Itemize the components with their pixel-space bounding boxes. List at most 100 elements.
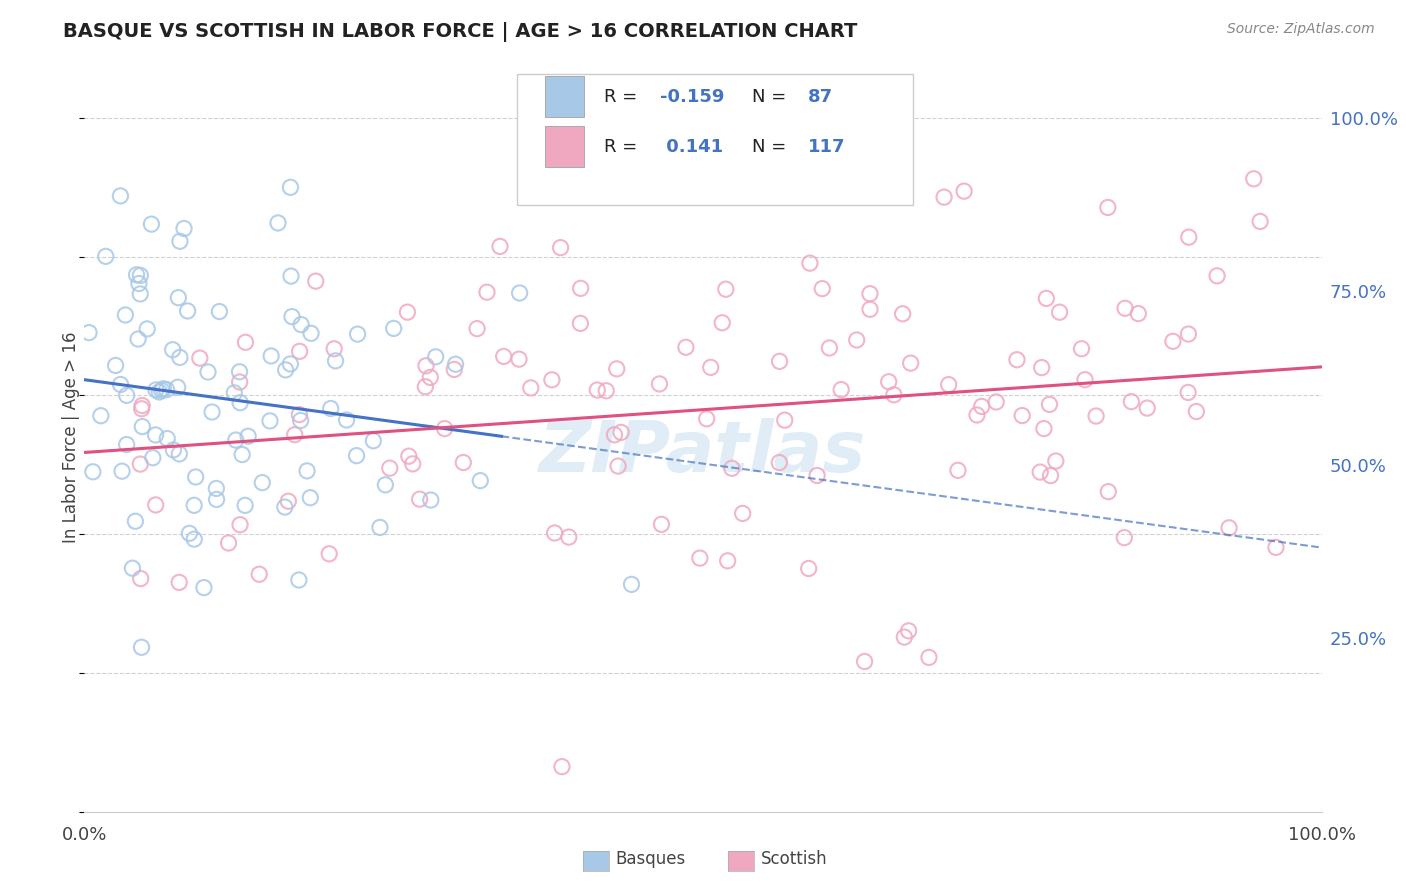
- Point: [115, 437, 138, 451]
- Point: [1249, 214, 1271, 228]
- Point: [104, 359, 127, 373]
- Point: [290, 413, 312, 427]
- Point: [1114, 531, 1136, 545]
- Point: [167, 575, 190, 590]
- Point: [224, 385, 246, 400]
- Point: [650, 517, 672, 532]
- Point: [1029, 465, 1052, 479]
- Text: R =: R =: [605, 137, 637, 156]
- Point: [111, 464, 134, 478]
- Point: [648, 376, 671, 391]
- Point: [768, 456, 790, 470]
- Point: [167, 291, 190, 305]
- Point: [1011, 409, 1033, 423]
- Point: [228, 365, 250, 379]
- Point: [396, 305, 419, 319]
- Point: [229, 395, 252, 409]
- Point: [520, 381, 543, 395]
- Point: [830, 383, 852, 397]
- Point: [883, 388, 905, 402]
- Point: [236, 429, 259, 443]
- Point: [183, 498, 205, 512]
- Point: [374, 478, 396, 492]
- Point: [799, 256, 821, 270]
- Text: 87: 87: [808, 87, 834, 105]
- Point: [1114, 301, 1136, 316]
- Point: [208, 304, 231, 318]
- Point: [363, 434, 385, 448]
- Text: Basques: Basques: [616, 850, 686, 868]
- Point: [142, 450, 165, 465]
- Point: [166, 380, 188, 394]
- FancyBboxPatch shape: [517, 74, 914, 205]
- Point: [152, 382, 174, 396]
- Point: [717, 554, 740, 568]
- Point: [155, 383, 177, 397]
- Point: [299, 326, 322, 341]
- Point: [610, 425, 633, 440]
- Point: [1032, 421, 1054, 435]
- Point: [551, 759, 574, 773]
- Point: [319, 401, 342, 416]
- Point: [489, 239, 512, 253]
- Point: [1264, 541, 1286, 555]
- Point: [986, 395, 1008, 409]
- Point: [675, 340, 697, 354]
- Point: [415, 359, 437, 373]
- Text: 0.141: 0.141: [659, 137, 723, 156]
- Point: [247, 567, 270, 582]
- Point: [1038, 397, 1060, 411]
- Point: [465, 321, 488, 335]
- Point: [606, 362, 628, 376]
- Point: [299, 491, 322, 505]
- Point: [1070, 342, 1092, 356]
- Point: [267, 216, 290, 230]
- Point: [433, 421, 456, 435]
- Point: [260, 349, 283, 363]
- Point: [859, 286, 882, 301]
- Point: [295, 464, 318, 478]
- Point: [797, 561, 820, 575]
- Point: [897, 624, 920, 638]
- Point: [1206, 268, 1229, 283]
- Point: [136, 322, 159, 336]
- Point: [129, 287, 152, 301]
- Point: [290, 318, 312, 332]
- Point: [1097, 201, 1119, 215]
- Point: [595, 384, 617, 398]
- Point: [197, 365, 219, 379]
- Point: [1074, 373, 1097, 387]
- Point: [721, 461, 744, 475]
- Point: [169, 351, 191, 365]
- Point: [125, 268, 148, 282]
- Point: [938, 377, 960, 392]
- Point: [541, 373, 564, 387]
- Point: [453, 456, 475, 470]
- Point: [225, 433, 247, 447]
- Point: [1045, 454, 1067, 468]
- Point: [569, 317, 592, 331]
- Point: [145, 498, 167, 512]
- Point: [845, 333, 868, 347]
- Point: [131, 401, 153, 416]
- Point: [129, 457, 152, 471]
- Point: [274, 363, 297, 377]
- Point: [492, 350, 515, 364]
- Point: [277, 494, 299, 508]
- Point: [368, 520, 391, 534]
- Point: [173, 221, 195, 235]
- Point: [110, 377, 132, 392]
- Point: [176, 304, 198, 318]
- Point: [470, 474, 492, 488]
- Point: [82, 465, 104, 479]
- Y-axis label: In Labor Force | Age > 16: In Labor Force | Age > 16: [62, 331, 80, 543]
- Point: [818, 341, 841, 355]
- Point: [1121, 394, 1143, 409]
- Point: [94, 249, 117, 263]
- Point: [1218, 521, 1240, 535]
- Point: [1177, 385, 1199, 400]
- Point: [346, 449, 368, 463]
- Point: [970, 400, 993, 414]
- Point: [932, 190, 955, 204]
- Point: [335, 413, 357, 427]
